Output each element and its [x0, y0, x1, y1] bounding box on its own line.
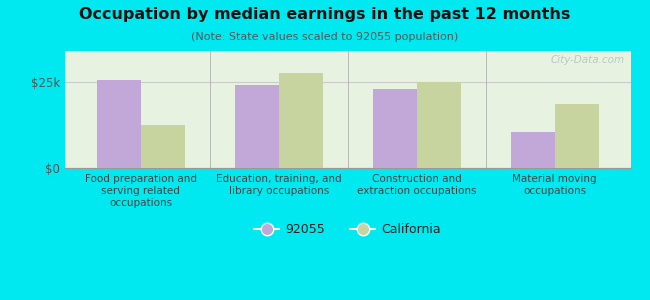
Bar [97, 80, 141, 168]
Bar [510, 132, 554, 168]
Bar [279, 74, 323, 168]
Bar [554, 104, 599, 168]
Bar [372, 89, 417, 168]
Text: Occupation by median earnings in the past 12 months: Occupation by median earnings in the pas… [79, 8, 571, 22]
Text: City-Data.com: City-Data.com [551, 55, 625, 64]
Text: (Note: State values scaled to 92055 population): (Note: State values scaled to 92055 popu… [191, 32, 459, 41]
Bar [141, 125, 185, 168]
Bar [235, 85, 279, 168]
Bar [417, 82, 461, 168]
Legend: 92055, California: 92055, California [250, 218, 446, 241]
